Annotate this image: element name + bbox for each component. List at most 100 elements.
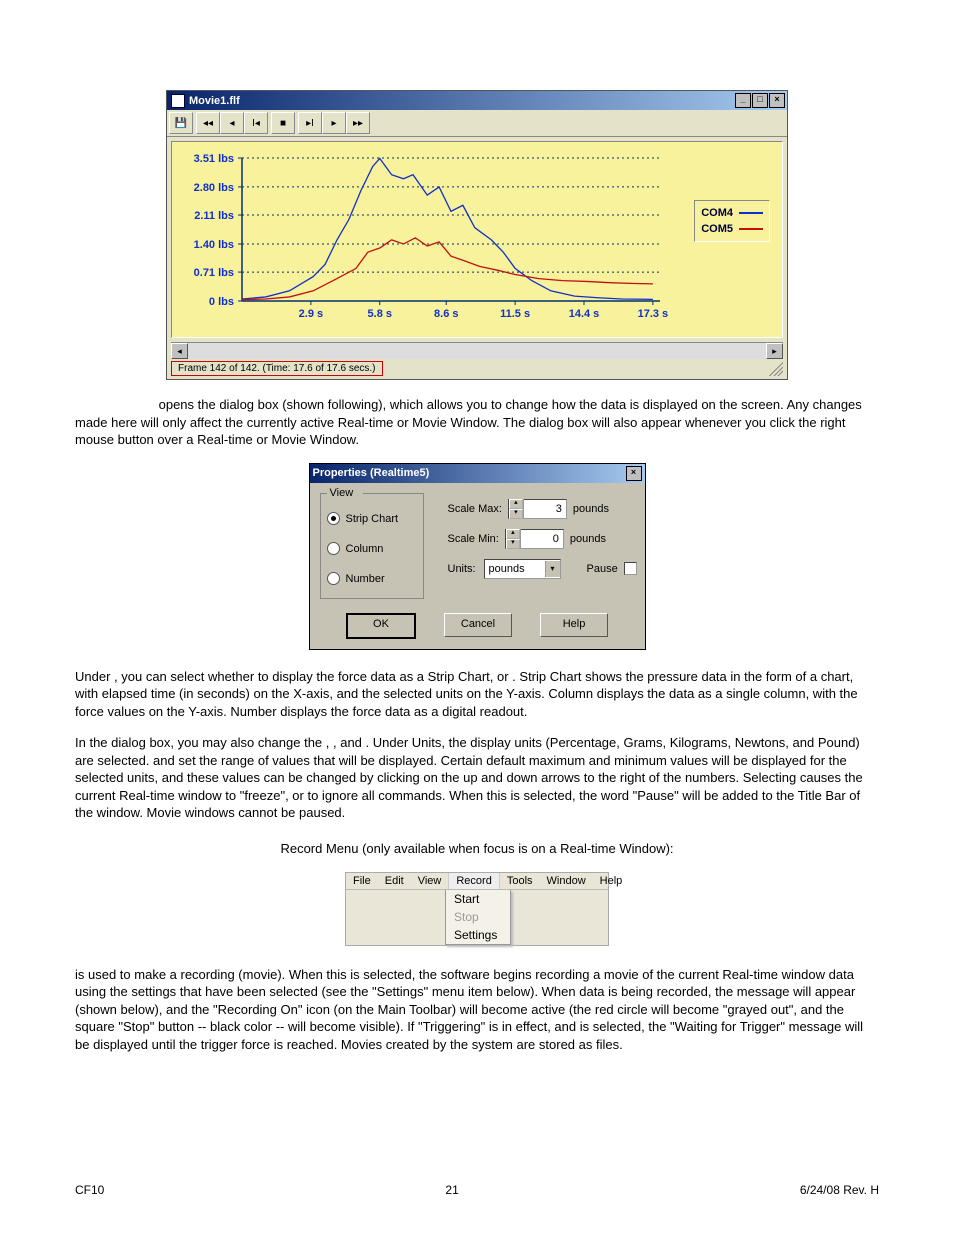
scale-min-input[interactable] [521, 531, 563, 547]
radio-label: Strip Chart [346, 513, 399, 525]
pause-label: Pause [587, 563, 618, 575]
svg-text:0.71 lbs: 0.71 lbs [194, 267, 234, 279]
spin-up-icon[interactable]: ▴ [509, 499, 523, 509]
footer-right: 6/24/08 Rev. H [800, 1183, 879, 1197]
svg-text:17.3 s: 17.3 s [638, 308, 669, 320]
cancel-button[interactable]: Cancel [444, 613, 512, 637]
to-start-icon[interactable]: I◂ [244, 112, 268, 134]
radio-label: Number [346, 573, 385, 585]
status-text: Frame 142 of 142. (Time: 17.6 of 17.6 se… [171, 361, 383, 376]
stop-icon[interactable]: ■ [271, 112, 295, 134]
menu-tools[interactable]: Tools [500, 873, 540, 889]
pause-checkbox[interactable] [624, 562, 637, 575]
horizontal-scrollbar[interactable]: ◂ ▸ [171, 342, 783, 359]
legend-swatch [739, 228, 763, 230]
svg-text:2.9 s: 2.9 s [299, 308, 323, 320]
help-button[interactable]: Help [540, 613, 608, 637]
legend-label: COM4 [701, 207, 733, 219]
menu-file[interactable]: File [346, 873, 378, 889]
svg-text:1.40 lbs: 1.40 lbs [194, 239, 234, 251]
body-paragraph: is used to make a recording (movie). Whe… [75, 966, 879, 1054]
app-icon [171, 94, 185, 108]
svg-text:8.6 s: 8.6 s [434, 308, 458, 320]
menuitem-settings[interactable]: Settings [446, 926, 510, 944]
radio-strip-chart[interactable]: Strip Chart [327, 508, 417, 530]
menu-record[interactable]: Record [448, 873, 499, 889]
menuitem-start[interactable]: Start [446, 890, 510, 908]
step-back-icon[interactable]: ◂ [220, 112, 244, 134]
units-suffix: pounds [570, 533, 606, 545]
chevron-down-icon[interactable]: ▾ [545, 561, 560, 577]
to-end-icon[interactable]: ▸I [298, 112, 322, 134]
step-fwd-icon[interactable]: ▸ [322, 112, 346, 134]
svg-text:2.80 lbs: 2.80 lbs [194, 182, 234, 194]
legend-item: COM4 [701, 205, 763, 221]
ok-button[interactable]: OK [346, 613, 416, 639]
properties-dialog-screenshot: Properties (Realtime5) × View Strip Char… [309, 463, 646, 650]
legend-label: COM5 [701, 223, 733, 235]
minimize-icon[interactable]: _ [735, 93, 751, 108]
movie-toolbar: 💾 ◂◂ ◂ I◂ ■ ▸I ▸ ▸▸ [167, 110, 787, 137]
close-icon[interactable]: × [769, 93, 785, 108]
units-value: pounds [485, 563, 545, 575]
units-suffix: pounds [573, 503, 609, 515]
spin-down-icon[interactable]: ▾ [506, 539, 520, 549]
svg-text:11.5 s: 11.5 s [500, 308, 530, 320]
units-label: Units: [448, 563, 478, 575]
units-combo[interactable]: pounds ▾ [484, 559, 561, 579]
legend-item: COM5 [701, 221, 763, 237]
body-paragraph: In the dialog box, you may also change t… [75, 734, 879, 822]
radio-column[interactable]: Column [327, 538, 417, 560]
properties-titlebar: Properties (Realtime5) × [310, 464, 645, 483]
disk-icon[interactable]: 💾 [169, 112, 193, 134]
menuitem-stop: Stop [446, 908, 510, 926]
record-menu-screenshot: FileEditViewRecordToolsWindowHelp StartS… [345, 872, 609, 946]
radio-icon[interactable] [327, 542, 340, 555]
movie-window-screenshot: Movie1.flf _ □ × 💾 ◂◂ ◂ I◂ ■ ▸I ▸ ▸▸ 3.5… [166, 90, 788, 380]
spin-down-icon[interactable]: ▾ [509, 509, 523, 519]
body-paragraph: Under , you can select whether to displa… [75, 668, 879, 721]
page-footer: CF10 21 6/24/08 Rev. H [75, 1183, 879, 1197]
menu-help[interactable]: Help [593, 873, 630, 889]
chart-legend: COM4 COM5 [694, 200, 770, 242]
status-bar: Frame 142 of 142. (Time: 17.6 of 17.6 se… [171, 361, 783, 376]
rewind-icon[interactable]: ◂◂ [196, 112, 220, 134]
scroll-right-icon[interactable]: ▸ [766, 343, 783, 359]
chart-svg: 3.51 lbs 2.80 lbs 2.11 lbs 1.40 lbs 0.71 lbs… [180, 150, 775, 325]
svg-text:2.11 lbs: 2.11 lbs [194, 210, 234, 222]
scroll-track[interactable] [188, 343, 766, 359]
strip-chart: 3.51 lbs 2.80 lbs 2.11 lbs 1.40 lbs 0.71 lbs… [171, 141, 783, 338]
view-fieldset: View Strip Chart Column Number [320, 493, 424, 599]
record-dropdown: StartStopSettings [445, 890, 511, 945]
resize-grip-icon[interactable] [769, 362, 783, 376]
svg-text:14.4 s: 14.4 s [569, 308, 600, 320]
radio-icon[interactable] [327, 572, 340, 585]
ffwd-icon[interactable]: ▸▸ [346, 112, 370, 134]
scale-min-spinner[interactable]: ▴▾ [505, 529, 564, 549]
body-paragraph: opens the dialog box (shown following), … [75, 396, 879, 449]
units-row: Units: pounds ▾ Pause [448, 557, 637, 581]
movie-title: Movie1.flf [189, 95, 240, 107]
spin-up-icon[interactable]: ▴ [506, 529, 520, 539]
movie-titlebar: Movie1.flf _ □ × [167, 91, 787, 110]
radio-icon[interactable] [327, 512, 340, 525]
radio-number[interactable]: Number [327, 568, 417, 590]
maximize-icon[interactable]: □ [752, 93, 768, 108]
footer-center: 21 [445, 1183, 458, 1197]
menu-view[interactable]: View [411, 873, 449, 889]
svg-text:3.51 lbs: 3.51 lbs [194, 153, 234, 165]
menu-window[interactable]: Window [540, 873, 593, 889]
radio-label: Column [346, 543, 384, 555]
scale-min-label: Scale Min: [448, 533, 499, 545]
close-icon[interactable]: × [626, 466, 642, 481]
menu-edit[interactable]: Edit [378, 873, 411, 889]
scale-min-row: Scale Min: ▴▾ pounds [448, 527, 637, 551]
scale-max-input[interactable] [524, 501, 566, 517]
view-legend: View [327, 487, 363, 499]
properties-title: Properties (Realtime5) [313, 467, 430, 479]
scale-max-spinner[interactable]: ▴▾ [508, 499, 567, 519]
dialog-button-row: OK Cancel Help [310, 605, 645, 649]
scroll-left-icon[interactable]: ◂ [171, 343, 188, 359]
scale-max-row: Scale Max: ▴▾ pounds [448, 497, 637, 521]
svg-text:5.8 s: 5.8 s [368, 308, 392, 320]
